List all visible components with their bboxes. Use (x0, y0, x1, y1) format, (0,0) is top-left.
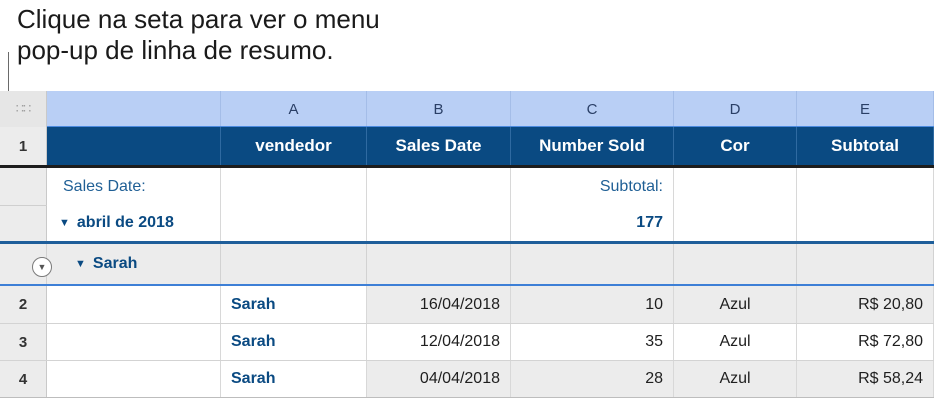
table-cell-subtotal[interactable]: R$ 72,80 (797, 324, 934, 360)
summary-cell-b1[interactable] (367, 168, 511, 205)
table-cell-cor[interactable]: Azul (674, 361, 797, 397)
summary-cell-a2[interactable] (221, 205, 367, 241)
summary-group-value[interactable]: ▼ abril de 2018 (47, 205, 221, 241)
column-header-bottom-border (47, 126, 934, 127)
table-cell-sold[interactable]: 10 (511, 286, 674, 323)
column-header-c[interactable]: C (511, 91, 674, 127)
group-cell-d[interactable] (674, 244, 797, 284)
column-header-b[interactable]: B (367, 91, 511, 127)
callout-line-1: Clique na seta para ver o menu (17, 4, 380, 34)
summary-cell-b2[interactable] (367, 205, 511, 241)
group-cell-c[interactable] (511, 244, 674, 284)
row-divider (0, 323, 934, 324)
circle-chevron-down-icon[interactable]: ▼ (32, 257, 52, 277)
summary-group-label: abril de 2018 (76, 214, 174, 231)
table-cell-sold[interactable]: 35 (511, 324, 674, 360)
group-cell-b[interactable] (367, 244, 511, 284)
table-cell-cor[interactable]: Azul (674, 286, 797, 323)
summary-cell-a1[interactable] (221, 168, 367, 205)
group-cell-a[interactable] (221, 244, 367, 284)
row-number-2[interactable]: 2 (0, 286, 47, 323)
column-header-e[interactable]: E (797, 91, 934, 127)
table-cell-date[interactable]: 16/04/2018 (367, 286, 511, 323)
table-cell[interactable] (47, 324, 221, 360)
callout-text: Clique na seta para ver o menu pop-up de… (17, 4, 437, 66)
table-cell-date[interactable]: 12/04/2018 (367, 324, 511, 360)
header-cell-number-sold[interactable]: Number Sold (511, 127, 674, 165)
row-number-summary-2 (0, 205, 47, 241)
group-cell-e[interactable] (797, 244, 934, 284)
row-number-1[interactable]: 1 (0, 127, 47, 165)
table-bottom-border (0, 397, 934, 398)
column-header-d[interactable]: D (674, 91, 797, 127)
row-divider (0, 360, 934, 361)
rownum-divider (0, 205, 47, 206)
header-cell-subtotal[interactable]: Subtotal (797, 127, 934, 165)
table-corner-handle[interactable]: ∷∷ (0, 91, 47, 127)
table-cell-subtotal[interactable]: R$ 58,24 (797, 361, 934, 397)
summary-subtotal-value[interactable]: 177 (511, 205, 674, 241)
group-bottom-border (0, 284, 934, 286)
group-row-label: Sarah (92, 255, 138, 272)
header-cell-vendedor[interactable]: vendedor (221, 127, 367, 165)
summary-bottom-border (0, 241, 934, 244)
group-triangle-down-icon[interactable]: ▼ (75, 258, 86, 270)
table-cell-vendedor[interactable]: Sarah (221, 324, 367, 360)
row-number-3[interactable]: 3 (0, 324, 47, 360)
summary-subtotal-label[interactable]: Subtotal: (511, 168, 674, 205)
row-number-summary-1 (0, 168, 47, 205)
summary-cell-d2[interactable] (674, 205, 797, 241)
row-number-4[interactable]: 4 (0, 361, 47, 397)
header-cell-sales-date[interactable]: Sales Date (367, 127, 511, 165)
summary-label[interactable]: Sales Date: (47, 168, 221, 205)
grid-grip-icon: ∷∷ (15, 101, 32, 116)
column-header-a[interactable]: A (221, 91, 367, 127)
table-cell-vendedor[interactable]: Sarah (221, 286, 367, 323)
triangle-down-icon[interactable]: ▼ (59, 217, 70, 229)
group-row-label-cell[interactable]: ▼ Sarah (47, 244, 221, 284)
header-bottom-border (0, 165, 934, 168)
spreadsheet-table: ∷∷ A B C D E 1 vendedor Sales Date Numbe… (0, 91, 934, 405)
callout-line-2: pop-up de linha de resumo. (17, 35, 334, 65)
summary-cell-e1[interactable] (797, 168, 934, 205)
table-cell-subtotal[interactable]: R$ 20,80 (797, 286, 934, 323)
column-header-blank[interactable] (47, 91, 221, 127)
header-cell-cor[interactable]: Cor (674, 127, 797, 165)
summary-cell-d1[interactable] (674, 168, 797, 205)
summary-cell-e2[interactable] (797, 205, 934, 241)
table-cell-sold[interactable]: 28 (511, 361, 674, 397)
table-cell[interactable] (47, 361, 221, 397)
table-cell-date[interactable]: 04/04/2018 (367, 361, 511, 397)
header-cell-blank[interactable] (47, 127, 221, 165)
table-cell-vendedor[interactable]: Sarah (221, 361, 367, 397)
table-cell-cor[interactable]: Azul (674, 324, 797, 360)
table-cell[interactable] (47, 286, 221, 323)
